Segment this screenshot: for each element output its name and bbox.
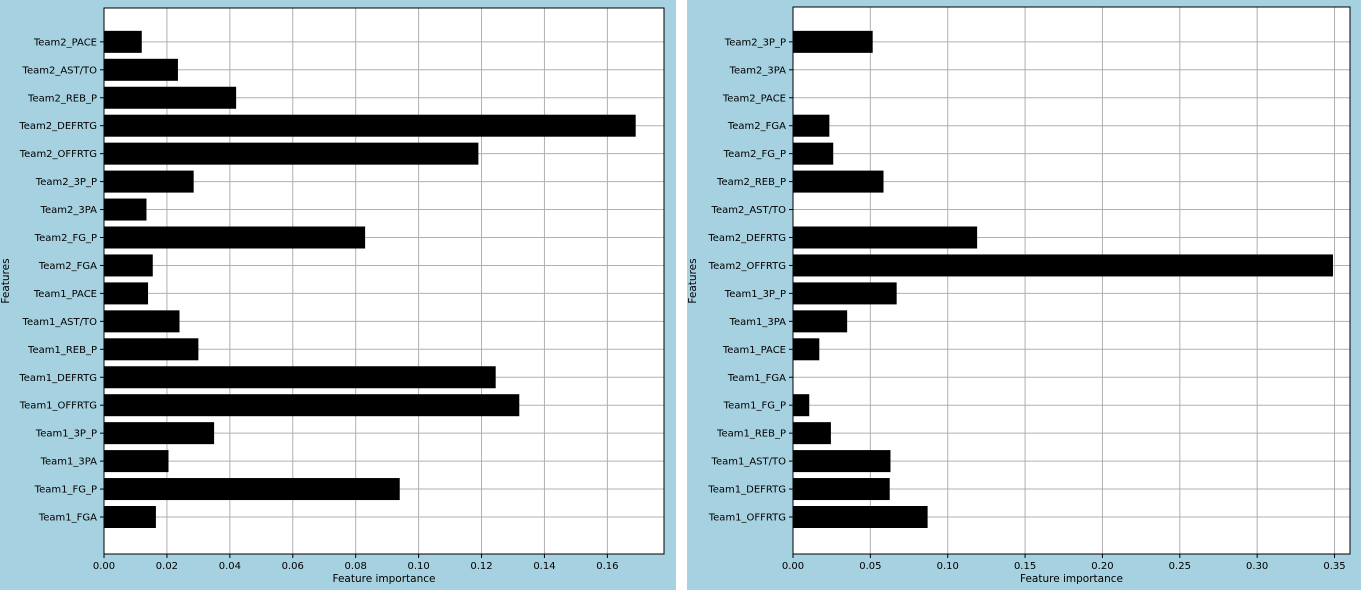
- bar-team2-defrtg: [104, 114, 636, 137]
- bar-team2-3p-p: [104, 170, 194, 193]
- bar-team1-offrtg: [104, 394, 520, 417]
- bar-team1-fg-p: [793, 394, 810, 417]
- y-tick-label: Team2_PACE: [722, 93, 786, 104]
- y-tick-label: Team2_3PA: [729, 65, 787, 76]
- y-tick-label: Team2_FG_P: [723, 149, 786, 160]
- y-tick-label: Team2_PACE: [33, 37, 97, 48]
- bar-team2-3pa: [104, 198, 147, 221]
- y-tick-label: Team1_FG_P: [34, 485, 97, 496]
- y-tick-label: Team1_FGA: [38, 513, 97, 524]
- y-tick-label: Team1_3P_P: [724, 289, 786, 300]
- y-axis-title: Features: [687, 258, 699, 303]
- bar-team1-3p-p: [793, 282, 897, 305]
- bar-team2-3p-p: [793, 30, 873, 53]
- y-tick-label: Team2_DEFRTG: [18, 121, 97, 132]
- bar-team1-fg-p: [104, 478, 400, 501]
- x-axis-title: Feature importance: [332, 573, 435, 585]
- bar-team2-fg-p: [793, 142, 834, 165]
- x-tick-label: 0.00: [782, 561, 804, 572]
- bar-team1-ast-to: [793, 450, 891, 473]
- y-tick-label: Team2_OFFRTG: [19, 149, 97, 160]
- plot-frame: [792, 6, 1351, 555]
- y-tick-label: Team1_AST/TO: [22, 317, 98, 328]
- x-tick-label: 0.02: [156, 561, 178, 572]
- bar-team1-pace: [104, 282, 149, 305]
- bar-team2-fg-p: [104, 226, 366, 249]
- feature-importance-chart-left: 0.00 0.02 0.04 0.06 0.08 0.10 0.12 0.14 0.16 Team…: [0, 7, 665, 585]
- bar-team2-ast-to: [104, 58, 178, 81]
- bar-team1-3p-p: [104, 422, 215, 445]
- x-tick-label: 0.04: [219, 561, 241, 572]
- bar-team1-3pa: [793, 310, 848, 333]
- y-tick-label: Team2_OFFRTG: [708, 261, 786, 272]
- x-tick-label: 0.15: [1014, 561, 1036, 572]
- bar-team2-pace: [104, 30, 142, 53]
- y-tick-label: Team2_AST/TO: [711, 205, 787, 216]
- y-tick-label: Team1_REB_P: [27, 345, 97, 356]
- bar-team2-offrtg: [793, 254, 1333, 277]
- y-tick-label: Team1_DEFRTG: [707, 485, 786, 496]
- y-tick-label: Team1_3P_P: [35, 429, 97, 440]
- x-tick-label: 0.16: [596, 561, 618, 572]
- bar-team1-reb-p: [104, 338, 199, 361]
- y-tick-label: Team1_PACE: [722, 345, 786, 356]
- chart-panel-left: 0.00 0.02 0.04 0.06 0.08 0.10 0.12 0.14 0.16 Team…: [0, 0, 676, 590]
- bar-team2-fga: [104, 254, 153, 277]
- bar-team2-defrtg: [793, 226, 978, 249]
- y-tick-label: Team2_FGA: [727, 121, 786, 132]
- y-tick-label: Team2_AST/TO: [22, 65, 98, 76]
- y-tick-label: Team1_AST/TO: [711, 457, 787, 468]
- bar-team1-3pa: [104, 450, 169, 473]
- y-tick-label: Team1_FG_P: [723, 401, 786, 412]
- x-tick-label: 0.25: [1169, 561, 1191, 572]
- bar-team2-offrtg: [104, 142, 479, 165]
- bar-team1-defrtg: [104, 366, 496, 389]
- x-tick-label: 0.35: [1323, 561, 1345, 572]
- y-tick-label: Team2_3P_P: [35, 177, 97, 188]
- x-tick-label: 0.20: [1091, 561, 1113, 572]
- x-tick-label: 0.12: [470, 561, 492, 572]
- y-tick-label: Team2_REB_P: [716, 177, 786, 188]
- x-tick-label: 0.10: [937, 561, 959, 572]
- chart-panel-right: 0.00 0.05 0.10 0.15 0.20 0.25 0.30 0.35 Team1_OF…: [687, 0, 1361, 590]
- y-tick-label: Team1_PACE: [33, 289, 97, 300]
- bar-team1-defrtg: [793, 478, 890, 501]
- y-tick-label: Team2_REB_P: [27, 93, 97, 104]
- x-tick-label: 0.30: [1246, 561, 1268, 572]
- bar-team2-reb-p: [793, 170, 884, 193]
- x-tick-label: 0.14: [533, 561, 555, 572]
- bar-team2-fga: [793, 114, 830, 137]
- bar-team2-reb-p: [104, 86, 237, 109]
- x-tick-label: 0.00: [93, 561, 115, 572]
- y-tick-label: Team2_FGA: [38, 261, 97, 272]
- y-axis-title: Features: [0, 258, 12, 303]
- plot-frame: [103, 7, 665, 555]
- y-tick-label: Team2_DEFRTG: [707, 233, 786, 244]
- bar-team1-ast-to: [104, 310, 180, 333]
- y-tick-label: Team1_3PA: [729, 317, 787, 328]
- x-tick-label: 0.05: [859, 561, 881, 572]
- y-tick-label: Team2_FG_P: [34, 233, 97, 244]
- x-tick-label: 0.10: [407, 561, 429, 572]
- x-tick-label: 0.06: [282, 561, 304, 572]
- y-tick-label: Team1_OFFRTG: [708, 513, 786, 524]
- y-tick-label: Team1_REB_P: [716, 429, 786, 440]
- x-axis-title: Feature importance: [1020, 573, 1123, 585]
- y-tick-label: Team2_3P_P: [724, 37, 786, 48]
- y-tick-label: Team1_3PA: [40, 457, 98, 468]
- bar-team1-offrtg: [793, 506, 928, 528]
- x-tick-label: 0.08: [345, 561, 367, 572]
- bar-team1-pace: [793, 338, 820, 361]
- bar-team1-fga: [104, 506, 156, 528]
- feature-importance-chart-right: 0.00 0.05 0.10 0.15 0.20 0.25 0.30 0.35 Team1_OF…: [687, 6, 1351, 585]
- y-tick-label: Team1_FGA: [727, 373, 786, 384]
- y-tick-label: Team2_3PA: [40, 205, 98, 216]
- y-tick-label: Team1_DEFRTG: [18, 373, 97, 384]
- y-tick-label: Team1_OFFRTG: [19, 401, 97, 412]
- bar-team1-reb-p: [793, 422, 831, 445]
